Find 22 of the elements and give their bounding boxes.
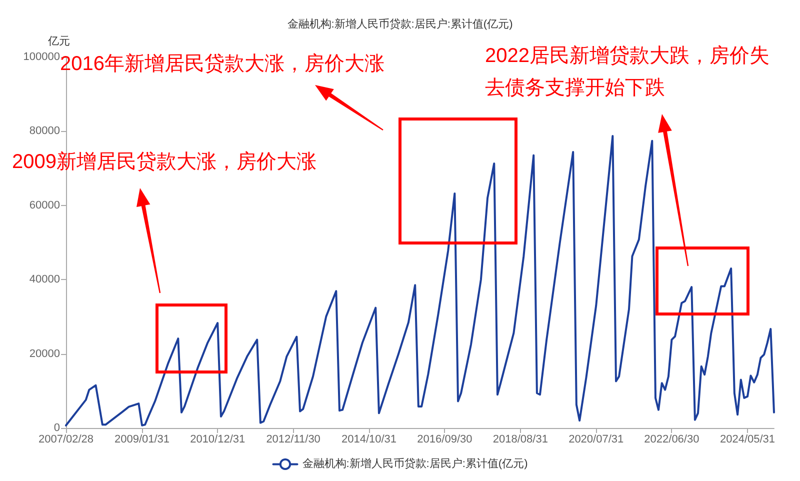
legend-label: 金融机构:新增人民币贷款:居民户:累计值(亿元) — [302, 457, 528, 470]
x-tick-label: 2016/09/30 — [417, 434, 472, 446]
annotation: 2009新增居民贷款大涨，房价大涨 — [12, 151, 316, 173]
x-tick-label: 2010/12/31 — [190, 434, 246, 446]
x-tick-label: 2014/10/31 — [341, 434, 397, 446]
y-tick-label: 40000 — [29, 274, 60, 286]
annotation: 2016年新增居民贷款大涨，房价大涨 — [60, 53, 384, 75]
y-tick-label: 20000 — [29, 348, 60, 360]
x-tick-label: 2022/06/30 — [644, 434, 700, 446]
x-tick-label: 2007/02/28 — [38, 434, 94, 446]
x-tick-label: 2009/01/31 — [114, 434, 170, 446]
y-tick-label: 0 — [54, 422, 60, 434]
x-tick-label: 2012/11/30 — [266, 434, 320, 446]
y-tick-label: 80000 — [29, 125, 60, 138]
y-axis-title: 亿元 — [47, 36, 70, 48]
y-tick-label: 100000 — [23, 51, 60, 63]
y-tick-label: 60000 — [29, 199, 60, 212]
x-tick-label: 2018/08/31 — [492, 434, 548, 446]
x-tick-label: 2020/07/31 — [568, 434, 624, 446]
x-tick-label: 2024/05/31 — [720, 434, 776, 446]
chart-title: 金融机构:新增人民币贷款:居民户:累计值(亿元) — [287, 18, 513, 30]
annotation: 2022居民新增贷款大跌，房价失去债务支撑开始下跌 — [485, 45, 770, 99]
